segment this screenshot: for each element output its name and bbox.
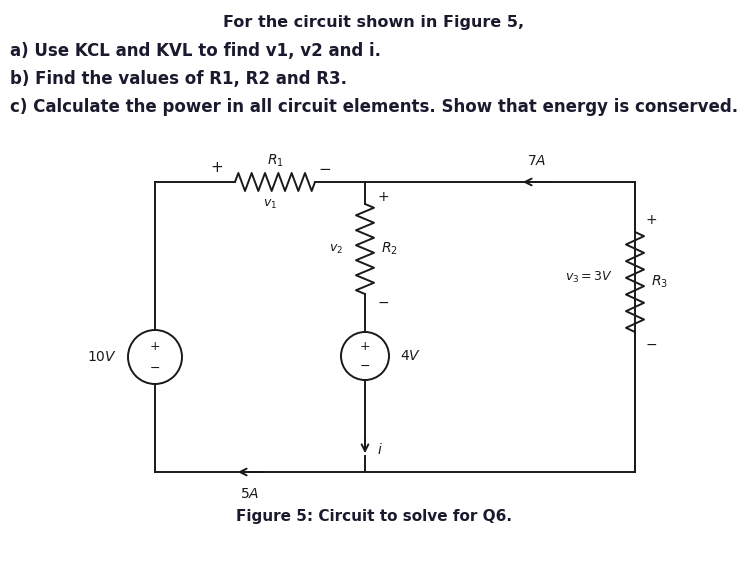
Text: $R_3$: $R_3$: [651, 274, 668, 290]
Text: +: +: [377, 190, 389, 204]
Text: $i$: $i$: [377, 442, 383, 456]
Text: $10V$: $10V$: [87, 350, 117, 364]
Text: $7A$: $7A$: [527, 154, 547, 168]
Text: $-$: $-$: [319, 160, 331, 176]
Text: For the circuit shown in Figure 5,: For the circuit shown in Figure 5,: [224, 15, 524, 30]
Text: $5A$: $5A$: [240, 487, 260, 501]
Text: +: +: [211, 160, 224, 176]
Text: $R_1$: $R_1$: [266, 153, 283, 169]
Text: $v_3= 3V$: $v_3= 3V$: [565, 269, 613, 285]
Text: $R_2$: $R_2$: [381, 241, 398, 257]
Text: $v_2$: $v_2$: [329, 243, 343, 256]
Text: b) Find the values of R1, R2 and R3.: b) Find the values of R1, R2 and R3.: [10, 70, 347, 88]
Text: +: +: [150, 341, 160, 353]
Text: +: +: [360, 341, 370, 353]
Text: $v_1$: $v_1$: [263, 198, 277, 211]
Text: $-$: $-$: [150, 361, 161, 374]
Text: $-$: $-$: [645, 337, 657, 351]
Text: $-$: $-$: [360, 358, 370, 371]
Text: Figure 5: Circuit to solve for Q6.: Figure 5: Circuit to solve for Q6.: [236, 509, 512, 524]
Text: c) Calculate the power in all circuit elements. Show that energy is conserved.: c) Calculate the power in all circuit el…: [10, 98, 738, 116]
Text: +: +: [646, 213, 657, 227]
Text: $-$: $-$: [377, 295, 389, 309]
Text: a) Use KCL and KVL to find v1, v2 and i.: a) Use KCL and KVL to find v1, v2 and i.: [10, 42, 381, 60]
Text: $4V$: $4V$: [400, 349, 421, 363]
